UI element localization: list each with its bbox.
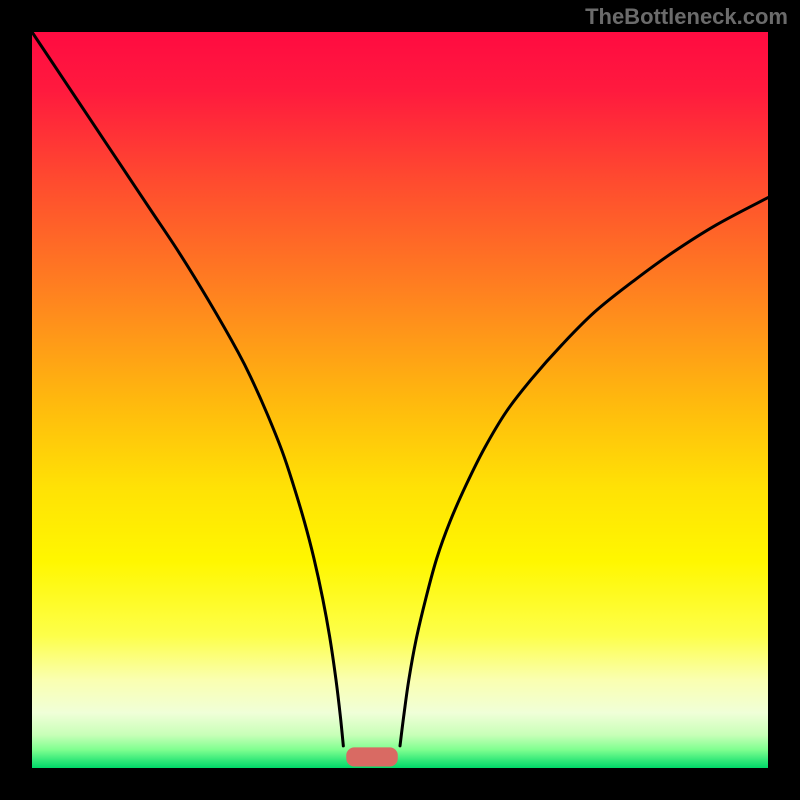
gradient-background xyxy=(32,32,768,768)
watermark-text: TheBottleneck.com xyxy=(585,4,788,30)
chart-svg xyxy=(32,32,768,768)
optimal-marker xyxy=(346,747,398,766)
chart-container: TheBottleneck.com xyxy=(0,0,800,800)
plot-area xyxy=(32,32,768,768)
